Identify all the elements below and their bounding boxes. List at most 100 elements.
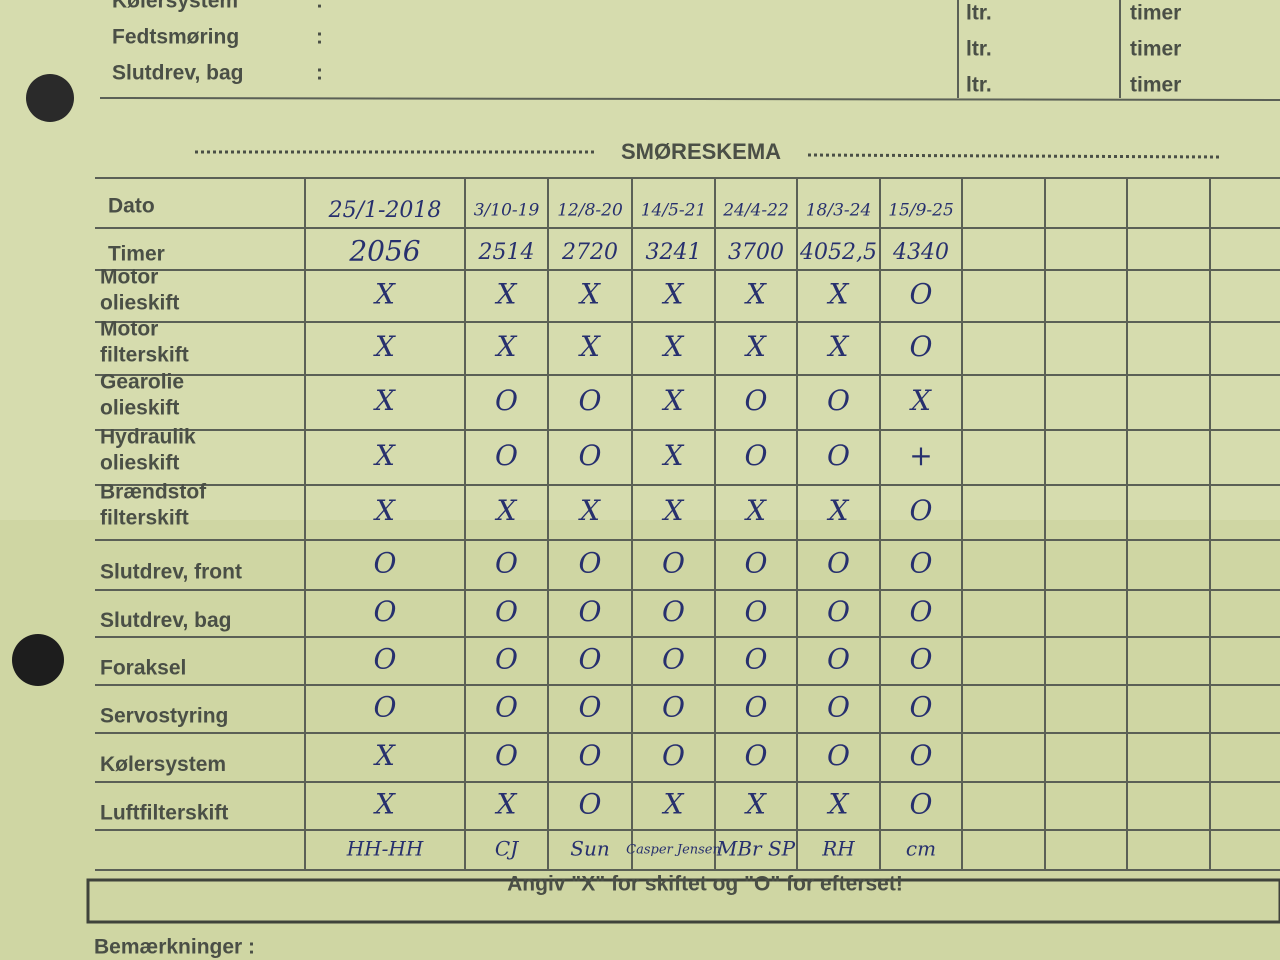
date: 12/8-20 (557, 201, 623, 221)
mark: O (495, 439, 518, 472)
mark: O (374, 643, 397, 676)
date: 18/3-24 (806, 201, 872, 221)
mark: O (495, 691, 518, 724)
mark: O (745, 643, 768, 676)
mark: O (579, 739, 602, 772)
date: 24/4-22 (722, 201, 789, 221)
mark: O (910, 595, 933, 628)
mark: O (827, 595, 850, 628)
mark: X (373, 788, 396, 821)
mark: O (374, 691, 397, 724)
mark: X (827, 278, 850, 311)
mark: O (827, 547, 850, 580)
unit: ltr. (966, 2, 992, 25)
mark: X (662, 384, 685, 417)
mark: X (373, 384, 396, 417)
top-label: Slutdrev, bag (112, 62, 243, 85)
mark: O (910, 278, 933, 311)
mark: O (579, 595, 602, 628)
mark: X (373, 739, 396, 772)
colon: : (316, 0, 323, 13)
mark: O (579, 384, 602, 417)
mark: O (662, 547, 685, 580)
mark: O (910, 330, 933, 363)
row-label: Slutdrev, front (100, 561, 242, 584)
mark: O (745, 547, 768, 580)
shade (0, 520, 1280, 960)
mark: O (495, 739, 518, 772)
mark: O (374, 547, 397, 580)
mark: O (910, 788, 933, 821)
unit: ltr. (966, 74, 992, 97)
mark: O (495, 547, 518, 580)
row-label: Gearolie (100, 371, 184, 394)
mark: O (910, 643, 933, 676)
mark: O (745, 384, 768, 417)
mark: X (495, 494, 518, 527)
mark: X (827, 330, 850, 363)
mark: O (745, 691, 768, 724)
mark: X (744, 330, 767, 363)
hours: 2056 (348, 235, 420, 268)
binder-hole (12, 634, 64, 686)
mark: X (495, 788, 518, 821)
row-label: olieskift (100, 397, 179, 420)
mark: X (662, 439, 685, 472)
binder-hole (26, 74, 74, 122)
hours: 3241 (646, 240, 702, 265)
mark: O (827, 739, 850, 772)
top-label: Kølersystem (112, 0, 238, 13)
mark: X (827, 494, 850, 527)
date: 14/5-21 (641, 201, 707, 221)
mark: X (662, 494, 685, 527)
mark: X (662, 330, 685, 363)
mark: O (662, 739, 685, 772)
signature: RH (821, 837, 855, 861)
mark: X (373, 330, 396, 363)
mark: O (579, 691, 602, 724)
mark: O (910, 547, 933, 580)
colon: : (316, 26, 323, 49)
mark: X (373, 278, 396, 311)
mark: O (745, 739, 768, 772)
mark: X (495, 330, 518, 363)
mark: O (662, 643, 685, 676)
mark: X (909, 384, 932, 417)
top-label: Fedtsmøring (112, 26, 239, 49)
mark: O (827, 643, 850, 676)
mark: O (495, 595, 518, 628)
mark: X (373, 494, 396, 527)
row-label: Timer (108, 243, 165, 266)
row-label: Kølersystem (100, 753, 226, 776)
row-label: olieskift (100, 292, 179, 315)
remarks-label: Bemærkninger : (94, 936, 255, 959)
row-label: Hydraulik (100, 426, 196, 449)
hours: 4052,5 (799, 240, 877, 265)
row-label: Slutdrev, bag (100, 609, 231, 632)
footer-box (86, 878, 1280, 924)
mark: O (745, 439, 768, 472)
mark: X (578, 494, 601, 527)
hours: 3700 (728, 240, 784, 265)
hours: 2514 (478, 240, 535, 265)
row-label: Motor (100, 318, 158, 341)
mark: O (495, 384, 518, 417)
hours: 4340 (892, 240, 949, 265)
unit: timer (1130, 2, 1181, 25)
mark: O (662, 595, 685, 628)
mark: O (827, 384, 850, 417)
row-label: Dato (108, 195, 155, 218)
mark: X (578, 330, 601, 363)
signature: cm (906, 837, 936, 861)
signature: MBr SP (716, 837, 796, 861)
unit: timer (1130, 38, 1181, 61)
mark: X (578, 278, 601, 311)
mark: X (495, 278, 518, 311)
dash (807, 153, 1221, 159)
signature: Casper Jensen (626, 843, 721, 858)
mark: + (909, 439, 932, 472)
row-label: Foraksel (100, 657, 186, 680)
colon: : (316, 62, 323, 85)
mark: O (662, 691, 685, 724)
mark: X (662, 278, 685, 311)
